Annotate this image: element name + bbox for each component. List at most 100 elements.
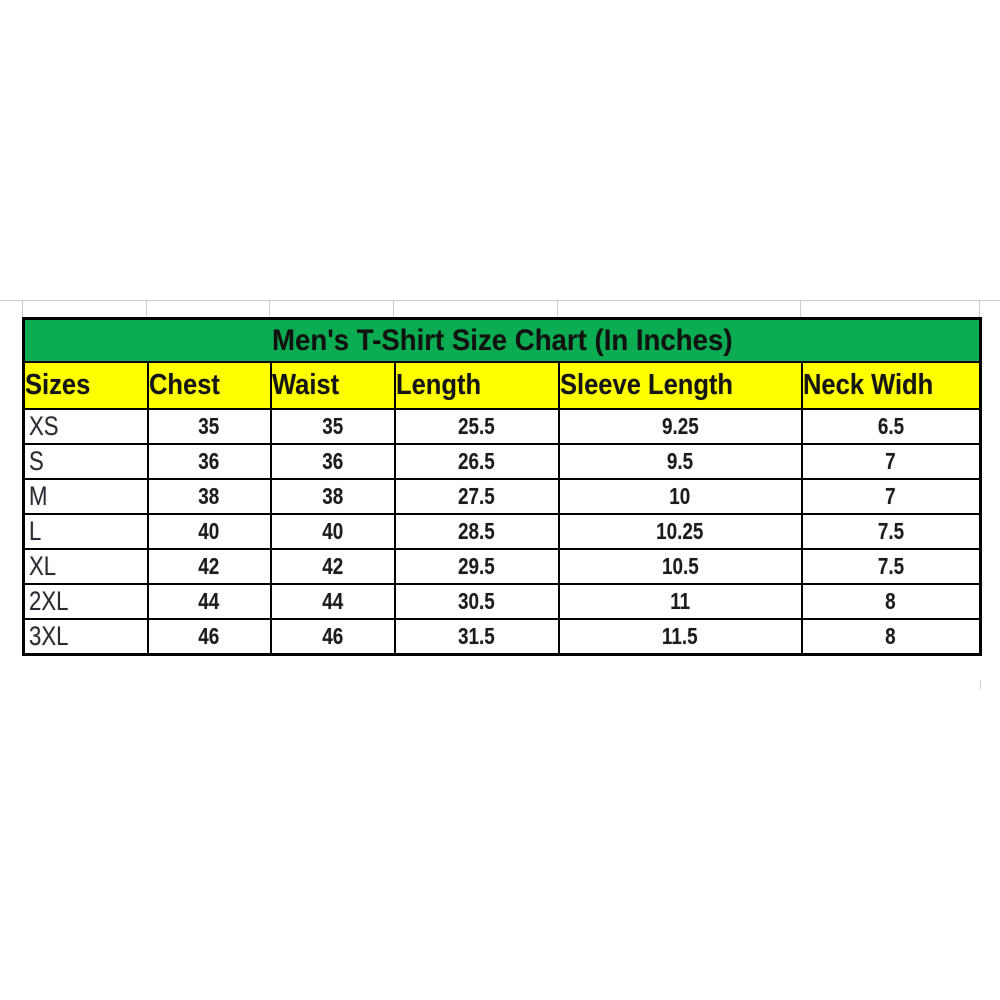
table-row-m: M 38 38 27.5 10 7	[22, 478, 982, 515]
column-header-label: Neck Widh	[802, 369, 933, 401]
table-row-l: L 40 40 28.5 10.25 7.5	[22, 513, 982, 550]
value-cell: 42	[269, 548, 396, 585]
size-label: 3XL	[29, 621, 69, 651]
sleeve-length-value: 9.5	[666, 448, 694, 474]
value-cell: 42	[146, 548, 272, 585]
column-header-sizes: Sizes	[22, 361, 149, 410]
value-cell: 9.25	[557, 408, 803, 445]
length-value: 31.5	[458, 623, 495, 649]
size-label-cell: M	[22, 478, 149, 515]
column-header-label: Chest	[148, 369, 220, 401]
value-cell: 36	[146, 443, 272, 480]
size-label-cell: 2XL	[22, 583, 149, 620]
length-value: 25.5	[458, 413, 495, 439]
column-header-length: Length	[393, 361, 560, 410]
column-header-row: Sizes Chest Waist Length Sleeve Length N…	[22, 361, 982, 410]
gridline-remnant-stub	[979, 300, 980, 317]
column-header-label: Sleeve Length	[559, 369, 733, 401]
value-cell: 7	[800, 443, 982, 480]
size-label-cell: L	[22, 513, 149, 550]
chest-value: 46	[198, 623, 220, 649]
chest-value: 42	[198, 553, 220, 579]
sleeve-length-value: 10.5	[661, 553, 699, 579]
length-value: 26.5	[458, 448, 495, 474]
waist-value: 38	[322, 483, 343, 509]
size-chart-table: Men's T-Shirt Size Chart (In Inches) Siz…	[22, 317, 983, 656]
neck-width-value: 7	[885, 483, 897, 509]
waist-value: 46	[322, 623, 343, 649]
length-value: 28.5	[458, 518, 495, 544]
value-cell: 10.25	[557, 513, 803, 550]
gridline-remnant-stub	[269, 300, 270, 317]
size-label: XS	[29, 411, 59, 441]
size-label: XL	[29, 551, 57, 581]
value-cell: 38	[269, 478, 396, 515]
sleeve-length-value: 11	[670, 588, 690, 614]
neck-width-value: 7.5	[877, 553, 904, 579]
size-label-cell: 3XL	[22, 618, 149, 656]
column-header-neck-width: Neck Widh	[800, 361, 982, 410]
chest-value: 36	[198, 448, 220, 474]
value-cell: 8	[800, 583, 982, 620]
chest-value: 38	[198, 483, 220, 509]
value-cell: 10	[557, 478, 803, 515]
waist-value: 35	[322, 413, 343, 439]
value-cell: 25.5	[393, 408, 560, 445]
gridline-remnant-stub	[22, 300, 23, 317]
value-cell: 38	[146, 478, 272, 515]
gridline-remnant-stub	[393, 300, 394, 317]
table-title: Men's T-Shirt Size Chart (In Inches)	[271, 323, 733, 357]
waist-value: 42	[322, 553, 343, 579]
value-cell: 9.5	[557, 443, 803, 480]
table-row-3xl: 3XL 46 46 31.5 11.5 8	[22, 618, 982, 656]
column-header-waist: Waist	[269, 361, 396, 410]
table-row-2xl: 2XL 44 44 30.5 11 8	[22, 583, 982, 620]
length-value: 30.5	[458, 588, 495, 614]
sleeve-length-value: 10	[669, 483, 691, 509]
table-title-row: Men's T-Shirt Size Chart (In Inches)	[22, 317, 982, 363]
value-cell: 44	[146, 583, 272, 620]
gridline-remnant-horizontal	[0, 300, 1000, 301]
size-label-cell: XL	[22, 548, 149, 585]
value-cell: 46	[269, 618, 396, 656]
size-label-cell: XS	[22, 408, 149, 445]
value-cell: 11	[557, 583, 803, 620]
chest-value: 40	[198, 518, 220, 544]
column-header-label: Length	[395, 369, 481, 401]
value-cell: 27.5	[393, 478, 560, 515]
chest-value: 35	[198, 413, 220, 439]
size-label: M	[29, 481, 48, 511]
size-label: L	[29, 516, 42, 546]
neck-width-value: 7.5	[877, 518, 904, 544]
value-cell: 11.5	[557, 618, 803, 656]
length-value: 29.5	[458, 553, 495, 579]
size-label: S	[29, 446, 44, 476]
value-cell: 36	[269, 443, 396, 480]
table-row-xl: XL 42 42 29.5 10.5 7.5	[22, 548, 982, 585]
value-cell: 35	[146, 408, 272, 445]
table-row-s: S 36 36 26.5 9.5 7	[22, 443, 982, 480]
waist-value: 44	[322, 588, 343, 614]
sleeve-length-value: 9.25	[661, 413, 699, 439]
table-row-xs: XS 35 35 25.5 9.25 6.5	[22, 408, 982, 445]
value-cell: 44	[269, 583, 396, 620]
value-cell: 8	[800, 618, 982, 656]
chest-value: 44	[198, 588, 220, 614]
size-label: 2XL	[29, 586, 69, 616]
gridline-remnant-stub	[980, 680, 981, 689]
length-value: 27.5	[458, 483, 495, 509]
value-cell: 10.5	[557, 548, 803, 585]
value-cell: 31.5	[393, 618, 560, 656]
value-cell: 7	[800, 478, 982, 515]
sleeve-length-value: 11.5	[662, 623, 698, 649]
value-cell: 6.5	[800, 408, 982, 445]
value-cell: 28.5	[393, 513, 560, 550]
value-cell: 7.5	[800, 513, 982, 550]
value-cell: 46	[146, 618, 272, 656]
gridline-remnant-stub	[146, 300, 147, 317]
value-cell: 30.5	[393, 583, 560, 620]
value-cell: 40	[269, 513, 396, 550]
gridline-remnant-stub	[800, 300, 801, 317]
gridline-remnant-stub	[557, 300, 558, 317]
